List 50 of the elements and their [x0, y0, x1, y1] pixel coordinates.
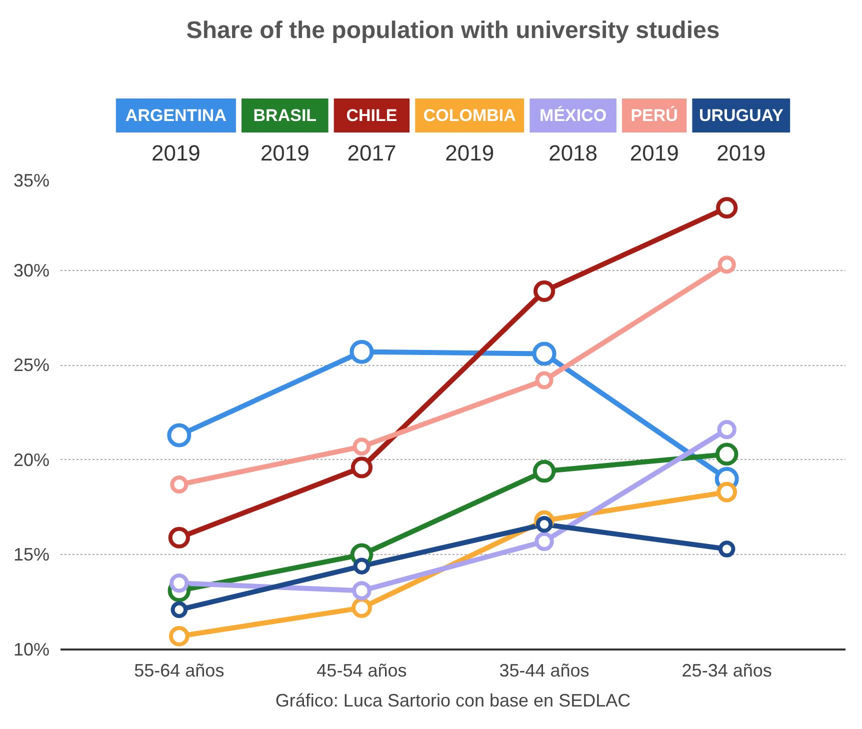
point — [170, 574, 189, 593]
y-tick-label: 25% — [13, 355, 50, 376]
y-tick-label: 15% — [13, 544, 50, 565]
text: URUGUAY — [698, 106, 784, 125]
point — [718, 540, 736, 558]
text: 2019 — [716, 140, 766, 166]
y-tick-label: 20% — [13, 450, 50, 470]
x-tick-label: 45-54 años — [316, 660, 407, 680]
point — [168, 626, 190, 646]
x-tick-label: 55-64 años — [134, 660, 224, 680]
point — [715, 442, 738, 466]
point — [168, 526, 190, 548]
point — [352, 598, 372, 618]
point — [350, 340, 374, 364]
point — [170, 476, 188, 494]
text: ARGENTINA — [125, 106, 226, 125]
text: CHILE — [346, 106, 398, 125]
text: 2019 — [151, 140, 200, 166]
point — [717, 420, 736, 440]
text: BRASIL — [253, 106, 317, 125]
text: PERÚ — [630, 105, 678, 125]
y-tick-label: 10% — [13, 640, 50, 660]
text: Gráfico: Luca Sartorio con base en SEDLAC — [275, 690, 631, 710]
point — [534, 532, 554, 552]
y-tick-label: 30% — [13, 260, 50, 280]
point — [536, 516, 553, 533]
x-tick-label: 35-44 años — [499, 660, 590, 680]
text: 2019 — [260, 140, 310, 166]
text: 2018 — [548, 140, 598, 166]
point — [170, 601, 188, 618]
point — [352, 438, 371, 456]
point — [532, 342, 556, 366]
text: COLOMBIA — [423, 106, 516, 125]
text: 2019 — [630, 140, 679, 166]
chart-title: Share of the population with university studies — [186, 17, 720, 44]
point — [167, 423, 192, 448]
point — [716, 196, 738, 219]
text: MÉXICO — [540, 105, 607, 125]
point — [533, 280, 556, 302]
point — [535, 371, 554, 390]
text: 2017 — [347, 140, 396, 166]
point — [353, 558, 370, 574]
x-tick-label: 25-34 años — [682, 660, 772, 680]
point — [350, 456, 373, 478]
point — [352, 581, 372, 600]
text: 2019 — [445, 140, 494, 166]
point — [716, 482, 738, 502]
y-tick-label: 35% — [13, 170, 50, 190]
point — [532, 460, 556, 483]
point — [718, 256, 736, 274]
